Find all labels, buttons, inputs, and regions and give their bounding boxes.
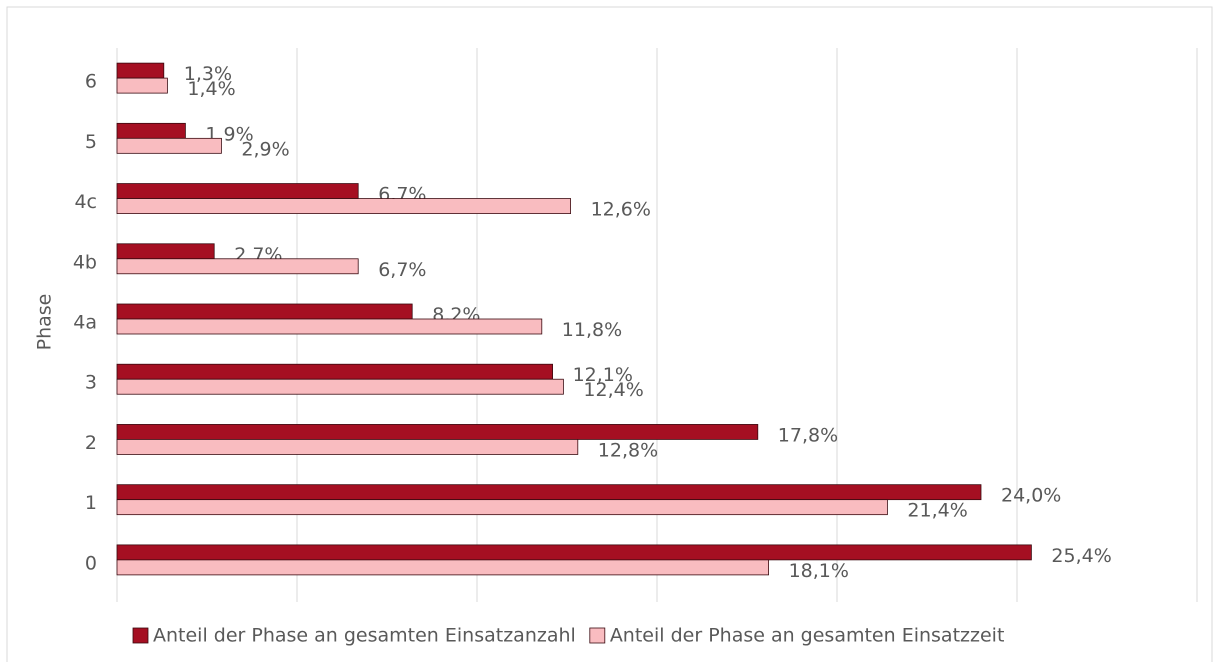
data-label: 12,1% [573, 364, 633, 386]
bar [116, 198, 572, 214]
legend-swatch [132, 627, 149, 644]
legend-label: Anteil der Phase an gesamten Einsatzzeit [610, 625, 1005, 647]
y-tick-label: 5 [85, 131, 97, 153]
bar [116, 559, 769, 576]
data-label: 11,8% [562, 319, 622, 341]
bar [116, 499, 888, 516]
bar [116, 62, 165, 79]
data-label: 2,9% [241, 138, 289, 160]
bar [116, 378, 564, 395]
data-label: 12,4% [583, 379, 643, 401]
bar [116, 544, 1032, 561]
data-label: 17,8% [778, 424, 838, 446]
data-label: 1,4% [187, 78, 235, 100]
bar [116, 137, 222, 154]
data-label: 6,7% [378, 259, 426, 281]
bar [116, 122, 186, 139]
bar [116, 77, 168, 94]
y-tick-label: 3 [85, 372, 97, 394]
data-label: 18,1% [789, 560, 849, 582]
bar [116, 183, 359, 199]
data-label: 1,3% [184, 63, 232, 85]
bar [116, 303, 413, 320]
y-tick-label: 4c [74, 191, 97, 213]
legend-label: Anteil der Phase an gesamten Einsatzanza… [153, 625, 576, 647]
y-tick-label: 4a [73, 312, 97, 334]
data-label: 21,4% [907, 500, 967, 522]
data-label: 12,8% [598, 439, 658, 461]
y-axis-title: Phase [34, 294, 56, 351]
bar [116, 243, 215, 260]
bar [116, 318, 543, 335]
data-label: 24,0% [1001, 485, 1061, 507]
bar [116, 258, 359, 275]
bar [116, 439, 579, 455]
data-label: 25,4% [1051, 545, 1111, 567]
y-tick-label: 4b [73, 251, 97, 273]
y-tick-label: 2 [85, 432, 97, 454]
data-label: 12,6% [591, 199, 651, 221]
y-tick-label: 6 [85, 71, 97, 93]
legend-swatch [589, 627, 606, 644]
bar [116, 363, 554, 380]
bar [116, 424, 759, 440]
bar [116, 484, 982, 501]
y-tick-label: 0 [85, 552, 97, 574]
y-tick-label: 1 [85, 492, 97, 514]
